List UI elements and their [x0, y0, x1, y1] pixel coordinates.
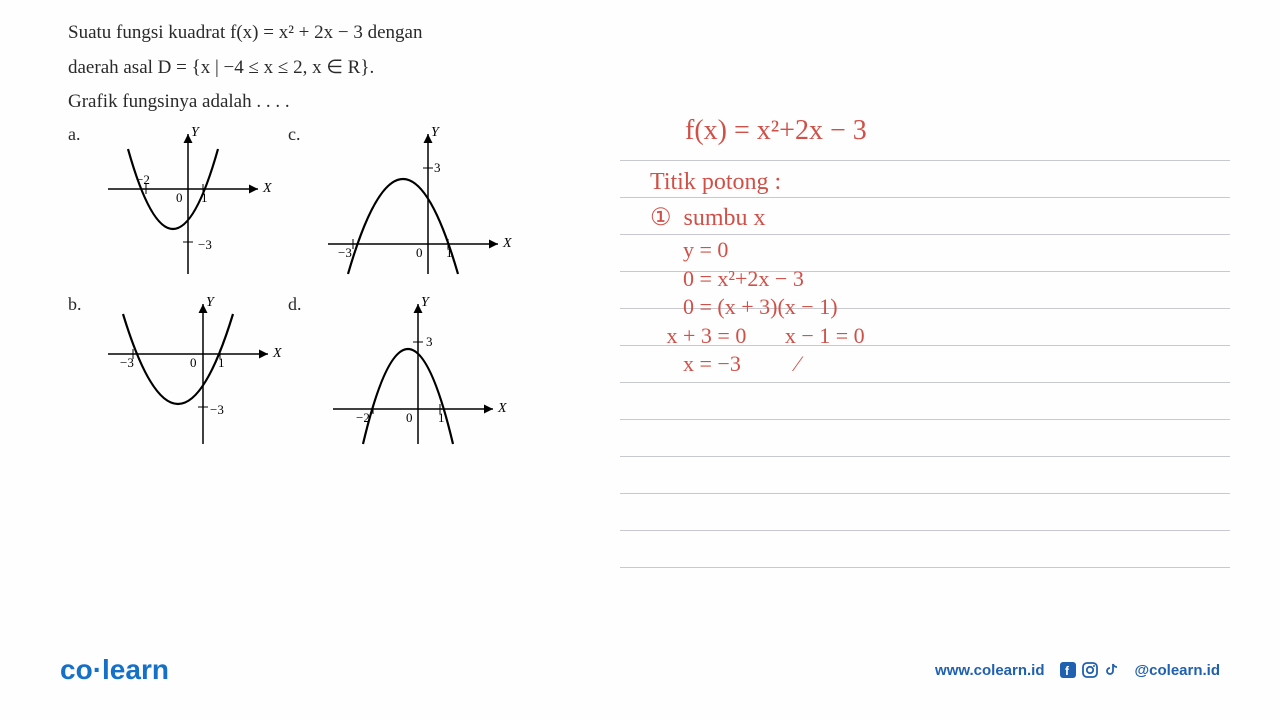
- option-a-label: a.: [68, 124, 81, 145]
- hand-line-4: y = 0: [650, 236, 1220, 265]
- hand-line-6: 0 = (x + 3)(x − 1): [650, 293, 1220, 322]
- hand-line-1: f(x) = x²+2x − 3: [685, 110, 1220, 152]
- graph-b: X Y −3 0 1 −3: [98, 294, 298, 454]
- options-grid: a. X Y −2 0 1 −3 c.: [68, 124, 568, 464]
- footer-handle: @colearn.id: [1135, 662, 1220, 679]
- y-axis-label: Y: [431, 125, 441, 140]
- option-c-label: c.: [288, 124, 301, 145]
- hand-line-7: x + 3 = 0 x − 1 = 0: [650, 322, 1220, 351]
- option-b-label: b.: [68, 294, 82, 315]
- option-d: d. X Y −2 0 1 3: [288, 294, 508, 464]
- tick-pos: 1: [438, 410, 445, 425]
- y-axis-label: Y: [421, 295, 431, 310]
- tick-zero: 0: [190, 355, 197, 370]
- tick-neg: −2: [356, 410, 370, 425]
- logo-part1: co: [60, 654, 93, 685]
- footer-url: www.colearn.id: [935, 662, 1044, 679]
- problem-line-1: Suatu fungsi kuadrat f(x) = x² + 2x − 3 …: [68, 20, 568, 47]
- social-icons: f: [1059, 661, 1121, 679]
- problem-line-3: Grafik fungsinya adalah . . . .: [68, 89, 568, 116]
- hand-line-2: Titik potong :: [650, 164, 1220, 200]
- handwriting: f(x) = x²+2x − 3 Titik potong : ① sumbu …: [620, 110, 1220, 379]
- x-axis-label: X: [502, 236, 512, 251]
- tick-pos: 1: [446, 245, 453, 260]
- tick-zero: 0: [406, 410, 413, 425]
- x-axis-label: X: [262, 181, 272, 196]
- logo: co·learn: [60, 654, 169, 686]
- x-axis-label: X: [272, 346, 282, 361]
- tick-pos: 1: [201, 190, 208, 205]
- problem-block: Suatu fungsi kuadrat f(x) = x² + 2x − 3 …: [68, 20, 568, 464]
- tick-pos: 1: [218, 355, 225, 370]
- logo-dot: ·: [93, 654, 102, 685]
- option-a: a. X Y −2 0 1 −3: [68, 124, 288, 294]
- graph-c: X Y −3 0 1 3: [318, 124, 518, 284]
- graph-d: X Y −2 0 1 3: [318, 294, 518, 454]
- tick-zero: 0: [416, 245, 423, 260]
- y-axis-label: Y: [206, 295, 216, 310]
- option-b: b. X Y −3 0 1 −3: [68, 294, 288, 464]
- y-int: −3: [198, 237, 212, 252]
- tick-neg: −2: [136, 172, 150, 187]
- tick-neg: −3: [120, 355, 134, 370]
- facebook-icon: f: [1059, 661, 1077, 679]
- graph-a: X Y −2 0 1 −3: [98, 124, 278, 284]
- y-axis-label: Y: [191, 125, 201, 140]
- footer-right: www.colearn.id f @colearn.id: [935, 661, 1220, 679]
- logo-part2: learn: [102, 654, 169, 685]
- option-c: c. X Y −3 0 1 3: [288, 124, 508, 294]
- footer: co·learn www.colearn.id f @colearn.id: [0, 654, 1280, 686]
- tick-neg: −3: [338, 245, 352, 260]
- hand-line-5: 0 = x²+2x − 3: [650, 265, 1220, 294]
- y-int: 3: [434, 160, 441, 175]
- option-d-label: d.: [288, 294, 302, 315]
- hand-line-3: ① sumbu x: [650, 200, 1220, 236]
- instagram-icon: [1081, 661, 1099, 679]
- y-int: 3: [426, 334, 433, 349]
- problem-line-2: daerah asal D = {x | −4 ≤ x ≤ 2, x ∈ R}.: [68, 55, 568, 82]
- tick-zero: 0: [176, 190, 183, 205]
- x-axis-label: X: [497, 401, 507, 416]
- hand-line-8: x = −3 ⁄: [650, 350, 1220, 379]
- tiktok-icon: [1103, 661, 1121, 679]
- y-int: −3: [210, 402, 224, 417]
